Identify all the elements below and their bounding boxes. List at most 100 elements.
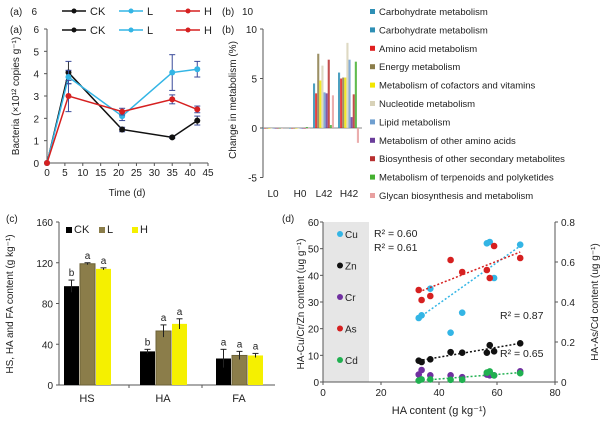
bar-CK-HA xyxy=(140,351,155,385)
data-point-Cu xyxy=(418,312,425,319)
bar-metabolism-of-cofactors-and-vitamins xyxy=(319,80,322,128)
data-point-As xyxy=(427,292,434,300)
data-point-CK xyxy=(194,117,201,124)
bar-metabolism-of-terpenoids-and-polyketides xyxy=(329,125,332,128)
data-point-CK xyxy=(119,126,126,133)
data-point-Cd xyxy=(490,372,498,379)
panel-d-y2-tick-label: 0.8 xyxy=(561,218,575,229)
data-point-Zn xyxy=(418,358,425,366)
panel-b-x-tick-label: L42 xyxy=(316,189,333,200)
significance-letter: a xyxy=(101,256,107,267)
panel-c-x-tick-label: HS xyxy=(79,393,94,405)
bar-H-HS xyxy=(96,268,111,385)
panel-a-x-tick-label: 15 xyxy=(95,168,107,179)
data-point-H xyxy=(65,93,72,99)
trendline-As xyxy=(418,251,521,293)
legend-marker-L xyxy=(128,27,134,33)
data-point-Cd xyxy=(427,376,434,383)
legend-label: Energy metabolism xyxy=(379,62,460,73)
legend-swatch xyxy=(370,82,375,88)
panel-d-y2-tick-label: 0.4 xyxy=(561,298,575,309)
legend-label-Cu: Cu xyxy=(345,230,358,241)
bar-nucleotide-metabolism xyxy=(321,65,324,128)
legend-marker-H xyxy=(185,8,191,14)
legend-marker-As xyxy=(337,325,343,332)
panel-c-label: (c) xyxy=(6,214,18,225)
bar-amino-acid-metabolism xyxy=(264,128,267,129)
legend-swatch xyxy=(370,156,375,162)
legend-swatch-CK xyxy=(66,227,72,233)
trendline-Cd xyxy=(418,371,521,382)
bar-H-HA xyxy=(172,323,187,385)
panel-b-x-tick-label: L0 xyxy=(267,189,279,200)
legend-swatch xyxy=(370,174,375,180)
panel-d-y-tick-label: 60 xyxy=(308,218,320,229)
bar-metabolism-of-other-amino-acids xyxy=(350,117,353,128)
legend-background xyxy=(323,222,369,382)
data-point-Cr xyxy=(418,366,425,374)
data-point-Cu xyxy=(516,241,524,248)
data-point-Cd xyxy=(486,368,494,375)
panel-a-y-tick-label: 1 xyxy=(33,137,39,148)
data-point-As xyxy=(490,242,498,250)
bar-amino-acid-metabolism xyxy=(315,93,318,128)
legend-label-L: L xyxy=(147,25,153,37)
data-point-Zn xyxy=(490,348,498,355)
data-point-L xyxy=(194,66,201,73)
panel-d-y-tick-label: 10 xyxy=(308,351,320,362)
panel-a-y-tick-label: 5 xyxy=(33,47,39,58)
panel-a-x-tick-label: 0 xyxy=(44,168,50,179)
bar-lipid-metabolism xyxy=(299,128,302,129)
panel-d-label: (d) xyxy=(282,214,294,225)
legend-label: Lipid metabolism xyxy=(379,117,450,128)
bar-metabolism-of-other-amino-acids xyxy=(274,128,277,129)
bar-metabolism-of-cofactors-and-vitamins xyxy=(268,128,271,129)
data-point-As xyxy=(447,256,454,264)
panel-d-x-label: HA content (g kg⁻¹) xyxy=(392,405,486,417)
panel-c-y-tick-label: 80 xyxy=(42,300,54,311)
data-point-Zn xyxy=(483,349,491,356)
significance-letter: a xyxy=(253,341,259,352)
bar-H-FA xyxy=(248,355,263,385)
legend-label-Cd: Cd xyxy=(345,356,358,367)
legend-label: Carbohydrate metabolism xyxy=(379,7,488,18)
bar-lipid-metabolism xyxy=(323,92,326,128)
bar-biosynthesis-of-other-secondary-metabolites xyxy=(303,128,306,129)
panel-d-x-tick-label: 40 xyxy=(433,388,445,399)
data-point-Cu xyxy=(447,329,454,336)
legend-swatch xyxy=(370,64,375,70)
panel-d-y2-tick-label: 0 xyxy=(561,378,567,389)
panel-d-y-tick-label: 40 xyxy=(308,271,320,282)
panel-a-x-tick-label: 20 xyxy=(113,168,125,179)
bar-energy-metabolism xyxy=(266,128,269,129)
data-point-Zn xyxy=(486,341,494,349)
panel-a-x-tick-label: 40 xyxy=(185,168,197,179)
panel-a-x-tick-label: 5 xyxy=(62,168,68,179)
bar-glycan-biosynthesis-and-metabolism xyxy=(280,128,283,129)
bar-CK-HS xyxy=(64,286,79,385)
bar-glycan-biosynthesis-and-metabolism xyxy=(307,128,310,129)
panel-b-y-tick-label: 0 xyxy=(251,124,257,135)
bar-metabolism-of-other-amino-acids xyxy=(325,93,328,128)
panel-a-x-tick-label: 30 xyxy=(149,168,161,179)
legend-label-CK: CK xyxy=(90,6,106,18)
legend-swatch xyxy=(370,45,375,51)
bar-metabolism-of-terpenoids-and-polyketides xyxy=(305,127,308,128)
legend-swatch xyxy=(370,193,375,198)
data-point-Cu xyxy=(458,309,466,316)
legend-label-L: L xyxy=(147,6,153,18)
bar-energy-metabolism xyxy=(342,77,345,128)
legend-label-As: As xyxy=(345,325,357,336)
bar-biosynthesis-of-other-secondary-metabolites xyxy=(327,59,330,128)
bar-amino-acid-metabolism xyxy=(340,78,343,128)
r-squared-Cu: R² = 0.61 xyxy=(374,242,418,254)
panel-b-y-tick-label: 5 xyxy=(251,75,257,86)
panel-b-x-tick-label: H0 xyxy=(294,189,307,200)
significance-letter: b xyxy=(69,268,75,279)
bar-lipid-metabolism xyxy=(348,59,351,128)
bar-nucleotide-metabolism xyxy=(346,42,349,128)
trendline-Cu xyxy=(418,245,521,319)
panel-a-ghost-label: (a) xyxy=(10,7,22,18)
panel-c-y-tick-label: 160 xyxy=(36,218,53,229)
